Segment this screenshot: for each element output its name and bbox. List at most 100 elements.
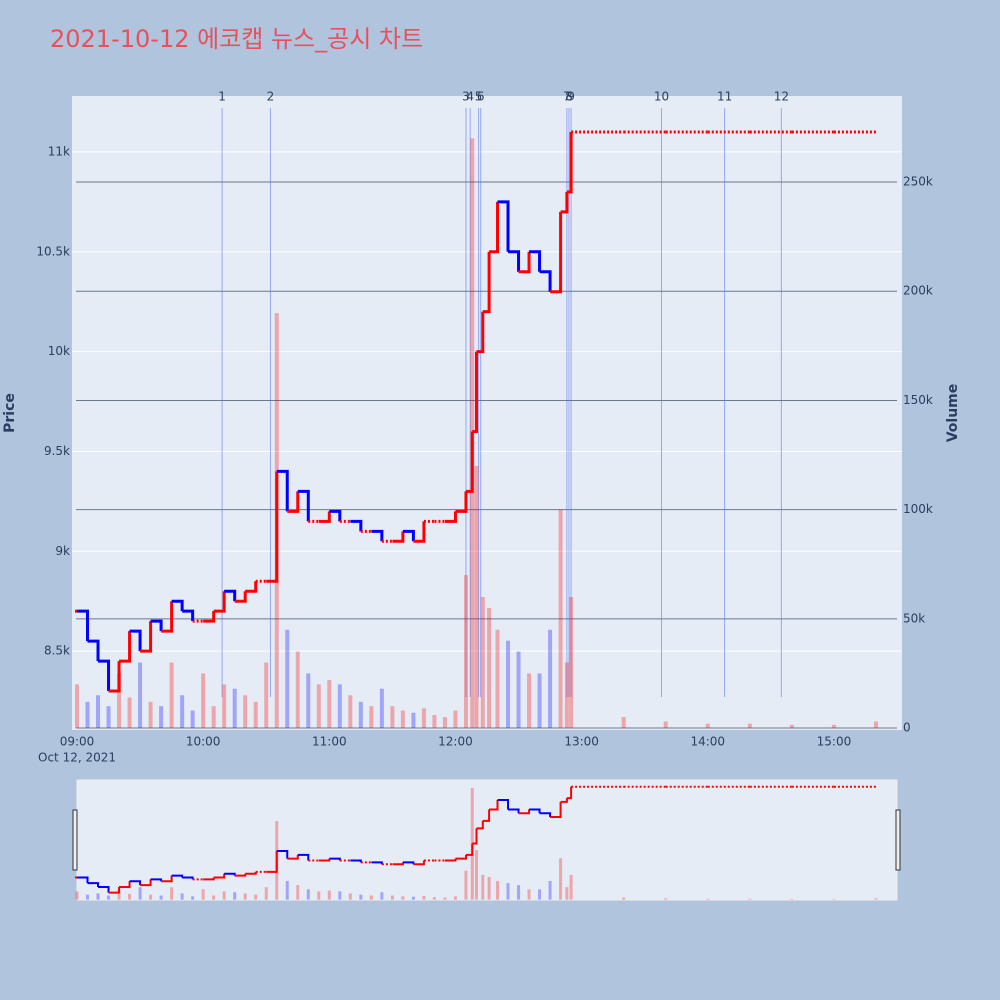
volume-bar: [127, 697, 132, 729]
mini-volume-bar: [548, 881, 552, 900]
range-slider[interactable]: [76, 779, 898, 901]
mini-price-segment: [119, 881, 131, 888]
volume-bar: [621, 717, 626, 729]
range-handle[interactable]: [895, 809, 901, 871]
x-tick-label: 09:00: [60, 735, 95, 749]
mini-price-segment: [287, 854, 299, 860]
x-tick-label: 10:00: [186, 735, 221, 749]
y-tick-label: 9.5k: [44, 444, 70, 458]
mini-volume-bar: [338, 891, 342, 900]
price-segment: [98, 659, 111, 692]
mini-volume-bar: [107, 895, 111, 900]
volume-bar: [480, 596, 485, 729]
y2-tick-label: 0: [903, 721, 911, 735]
mini-volume-bar: [474, 850, 478, 900]
y-tick-label: 11k: [48, 144, 70, 158]
volume-bar: [831, 724, 836, 729]
mini-volume-bar: [411, 896, 415, 900]
mini-volume-bar: [317, 891, 321, 900]
mini-volume-bar: [369, 895, 373, 900]
volume-bar: [453, 710, 458, 729]
mini-volume-bar: [380, 892, 384, 900]
x-tick-label: 11:00: [312, 735, 347, 749]
mini-volume-bar: [159, 895, 163, 900]
mini-price-segment: [87, 882, 100, 887]
volume-bar: [106, 706, 111, 729]
volume-bar: [159, 706, 164, 729]
volume-bar: [358, 701, 363, 729]
volume-bar: [190, 710, 195, 729]
mini-price-segment: [140, 879, 152, 887]
volume-bar: [369, 706, 374, 729]
price-segment: [444, 511, 457, 523]
price-segment: [392, 531, 405, 543]
mini-price-segment: [489, 800, 499, 811]
y2-tick-label: 200k: [903, 284, 933, 298]
volume-bar: [201, 673, 206, 729]
price-segment: [161, 601, 174, 633]
volume-bar: [295, 651, 300, 729]
volume-bar: [306, 673, 311, 729]
mini-volume-bar: [748, 898, 752, 900]
price-segment: [182, 609, 195, 622]
y2-tick-label: 100k: [903, 502, 933, 516]
mini-volume-bar: [559, 858, 563, 900]
date-label: Oct 12, 2021: [38, 751, 116, 765]
volume-bar: [411, 712, 416, 729]
mini-price-segment: [518, 809, 531, 815]
mini-price-segment: [182, 876, 194, 880]
volume-bar: [548, 629, 553, 729]
volume-bar: [169, 662, 174, 729]
mini-volume-bar: [348, 893, 352, 900]
event-label: 8: [565, 90, 573, 104]
x-tick-label: 13:00: [564, 735, 599, 749]
mini-volume-bar: [487, 876, 491, 900]
mini-price-segment: [171, 874, 184, 878]
mini-price-segment: [566, 786, 573, 800]
mini-volume-bar: [243, 893, 247, 900]
mini-volume-bar: [664, 898, 668, 900]
price-segment: [476, 311, 485, 354]
event-label: 3: [462, 90, 470, 104]
volume-bar: [495, 629, 500, 729]
price-segment: [518, 251, 531, 274]
volume-bar: [243, 695, 248, 729]
chart-title: 2021-10-12 에코캡 뉴스_공시 차트: [50, 25, 423, 53]
mini-volume-bar: [233, 892, 237, 900]
event-label: 12: [774, 90, 789, 104]
price-segment: [455, 491, 468, 513]
mini-price-segment: [482, 809, 491, 822]
price-segment: [489, 201, 500, 254]
volume-bar: [569, 596, 574, 729]
price-segment: [413, 521, 426, 543]
volume-bar: [75, 684, 79, 729]
x-tick-label: 14:00: [690, 735, 725, 749]
y2-tick-label: 250k: [903, 175, 933, 189]
mini-price-segment: [213, 873, 226, 879]
mini-volume-bar: [565, 887, 569, 900]
mini-volume-bar: [117, 889, 121, 900]
mini-price-segment: [129, 880, 142, 886]
event-label: 1: [218, 90, 226, 104]
volume-bar: [506, 640, 511, 729]
volume-bar: [390, 706, 395, 729]
mini-volume-bar: [138, 887, 142, 900]
mini-volume-bar: [285, 881, 289, 900]
price-segment: [266, 471, 279, 583]
volume-bar: [463, 575, 468, 729]
price-segment: [171, 599, 184, 612]
volume-bar: [400, 710, 405, 729]
volume-bar: [285, 629, 290, 729]
mini-price-segment: [297, 853, 310, 861]
range-handle[interactable]: [72, 809, 78, 871]
mini-price-segment: [108, 886, 121, 894]
mini-price-segment: [98, 885, 110, 893]
mini-price-segment: [276, 850, 289, 859]
mini-price-segment: [455, 854, 467, 860]
mini-volume-bar: [622, 897, 626, 900]
volume-bar: [232, 688, 237, 729]
mini-volume-bar: [401, 896, 405, 900]
volume-bar: [789, 724, 794, 729]
event-label: 11: [717, 90, 732, 104]
